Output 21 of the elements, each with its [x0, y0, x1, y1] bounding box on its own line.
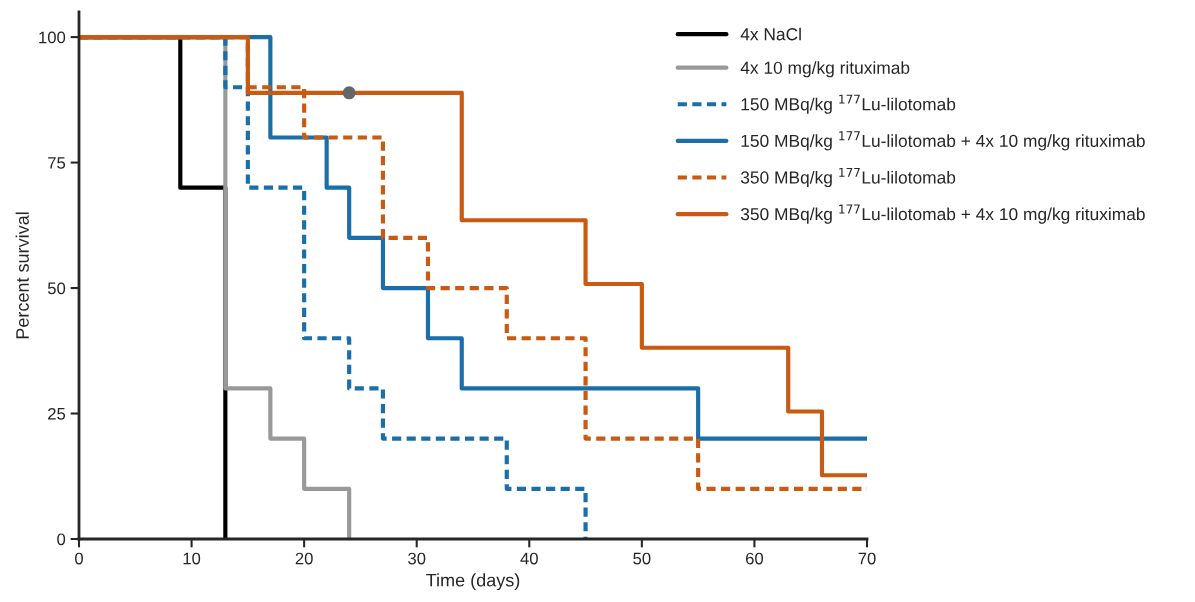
- y-axis-title: Percent survival: [15, 212, 29, 339]
- y-tick-label: 25: [48, 407, 66, 420]
- legend-label: 350 MBq/kg $^{177}$Lu-lilotomab + 4x 10 mg/kg rituximab: [740, 204, 1145, 224]
- x-tick-label: 40: [520, 552, 538, 565]
- legend-label: 150 MBq/kg $^{177}$Lu-lilotomab: [741, 94, 956, 114]
- legend-label: 350 MBq/kg $^{177}$Lu-lilotomab: [740, 167, 956, 188]
- x-axis-title: Time (days): [426, 573, 520, 591]
- y-tick-label: 100: [39, 31, 66, 44]
- y-tick-label: 0: [57, 533, 66, 546]
- x-tick-label: 60: [746, 552, 764, 565]
- x-tick-label: 70: [858, 552, 876, 565]
- x-tick-label: 50: [633, 552, 651, 565]
- x-tick-label: 30: [408, 552, 426, 565]
- x-tick-label: 20: [295, 552, 313, 565]
- y-tick-label: 50: [47, 282, 66, 295]
- legend-label: 4x NaCl: [740, 27, 801, 41]
- x-tick-label: 0: [75, 552, 83, 565]
- y-tick-label: 75: [48, 157, 66, 169]
- legend-label: 4x 10 mg/kg rituximab: [740, 61, 910, 78]
- legend-label: 150 MBq/kg $^{177}$Lu-lilotomab + 4x 10 mg/kg rituximab: [741, 131, 1145, 151]
- x-tick-label: 10: [183, 552, 201, 565]
